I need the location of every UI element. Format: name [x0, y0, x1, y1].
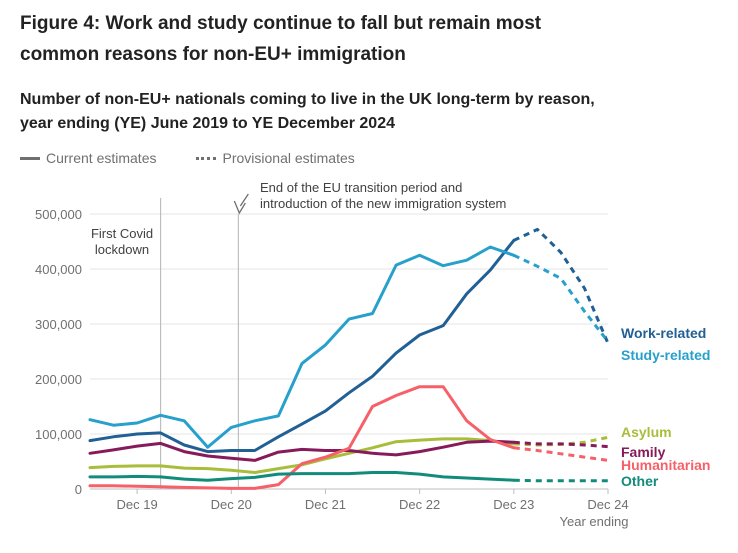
legend-current-label: Current estimates [46, 150, 157, 166]
annotation-arrow-icon [233, 193, 249, 215]
work-related-provisional-line [513, 227, 610, 344]
y-tick-label: 100,000 [35, 427, 82, 442]
family-current-line [88, 439, 516, 462]
y-tick-label: 200,000 [35, 372, 82, 387]
figure-title: Figure 4: Work and study continue to fal… [20, 13, 542, 65]
legend-provisional-label: Provisional estimates [222, 150, 355, 166]
y-tick-label: 300,000 [35, 317, 82, 332]
study-related-series-label: Study-related [621, 347, 710, 363]
x-axis-title: Year ending [560, 514, 629, 529]
legend: Current estimates Provisional estimates [20, 150, 395, 166]
x-tick-label: Dec 19 [116, 497, 157, 512]
humanitarian-provisional-line [513, 446, 609, 462]
study-related-provisional-line [513, 253, 610, 343]
family-series-label: Family [621, 444, 666, 460]
study-related-current-line [88, 245, 516, 449]
x-tick-label: Dec 20 [211, 497, 252, 512]
work-related-series-label: Work-related [621, 325, 706, 341]
other-series-label: Other [621, 473, 659, 489]
family-provisional-line [513, 440, 609, 449]
legend-current: Current estimates [20, 150, 156, 166]
y-tick-label: 500,000 [35, 207, 82, 222]
other-provisional-line [513, 478, 608, 483]
y-tick-label: 0 [75, 482, 82, 497]
asylum-series-label: Asylum [621, 424, 672, 440]
chart-subtitle: Number of non-EU+ nationals coming to li… [20, 91, 595, 132]
legend-provisional: Provisional estimates [196, 150, 355, 166]
x-tick-label: Dec 21 [305, 497, 346, 512]
x-tick-label: Dec 23 [493, 497, 534, 512]
humanitarian-series-label: Humanitarian [621, 457, 710, 473]
x-tick-label: Dec 22 [399, 497, 440, 512]
annotation-eu-text: introduction of the new immigration syst… [260, 196, 506, 211]
y-tick-label: 400,000 [35, 262, 82, 277]
legend-provisional-swatch [196, 156, 217, 160]
annotation-covid-text: lockdown [95, 242, 149, 257]
annotation-covid-text: First Covid [91, 226, 153, 241]
work-related-current-line [88, 238, 516, 454]
legend-current-swatch [20, 156, 40, 160]
humanitarian-current-line [88, 385, 516, 490]
annotation-eu-text: End of the EU transition period and [260, 180, 462, 195]
x-tick-label: Dec 24 [587, 497, 628, 512]
other-current-line [88, 471, 516, 482]
